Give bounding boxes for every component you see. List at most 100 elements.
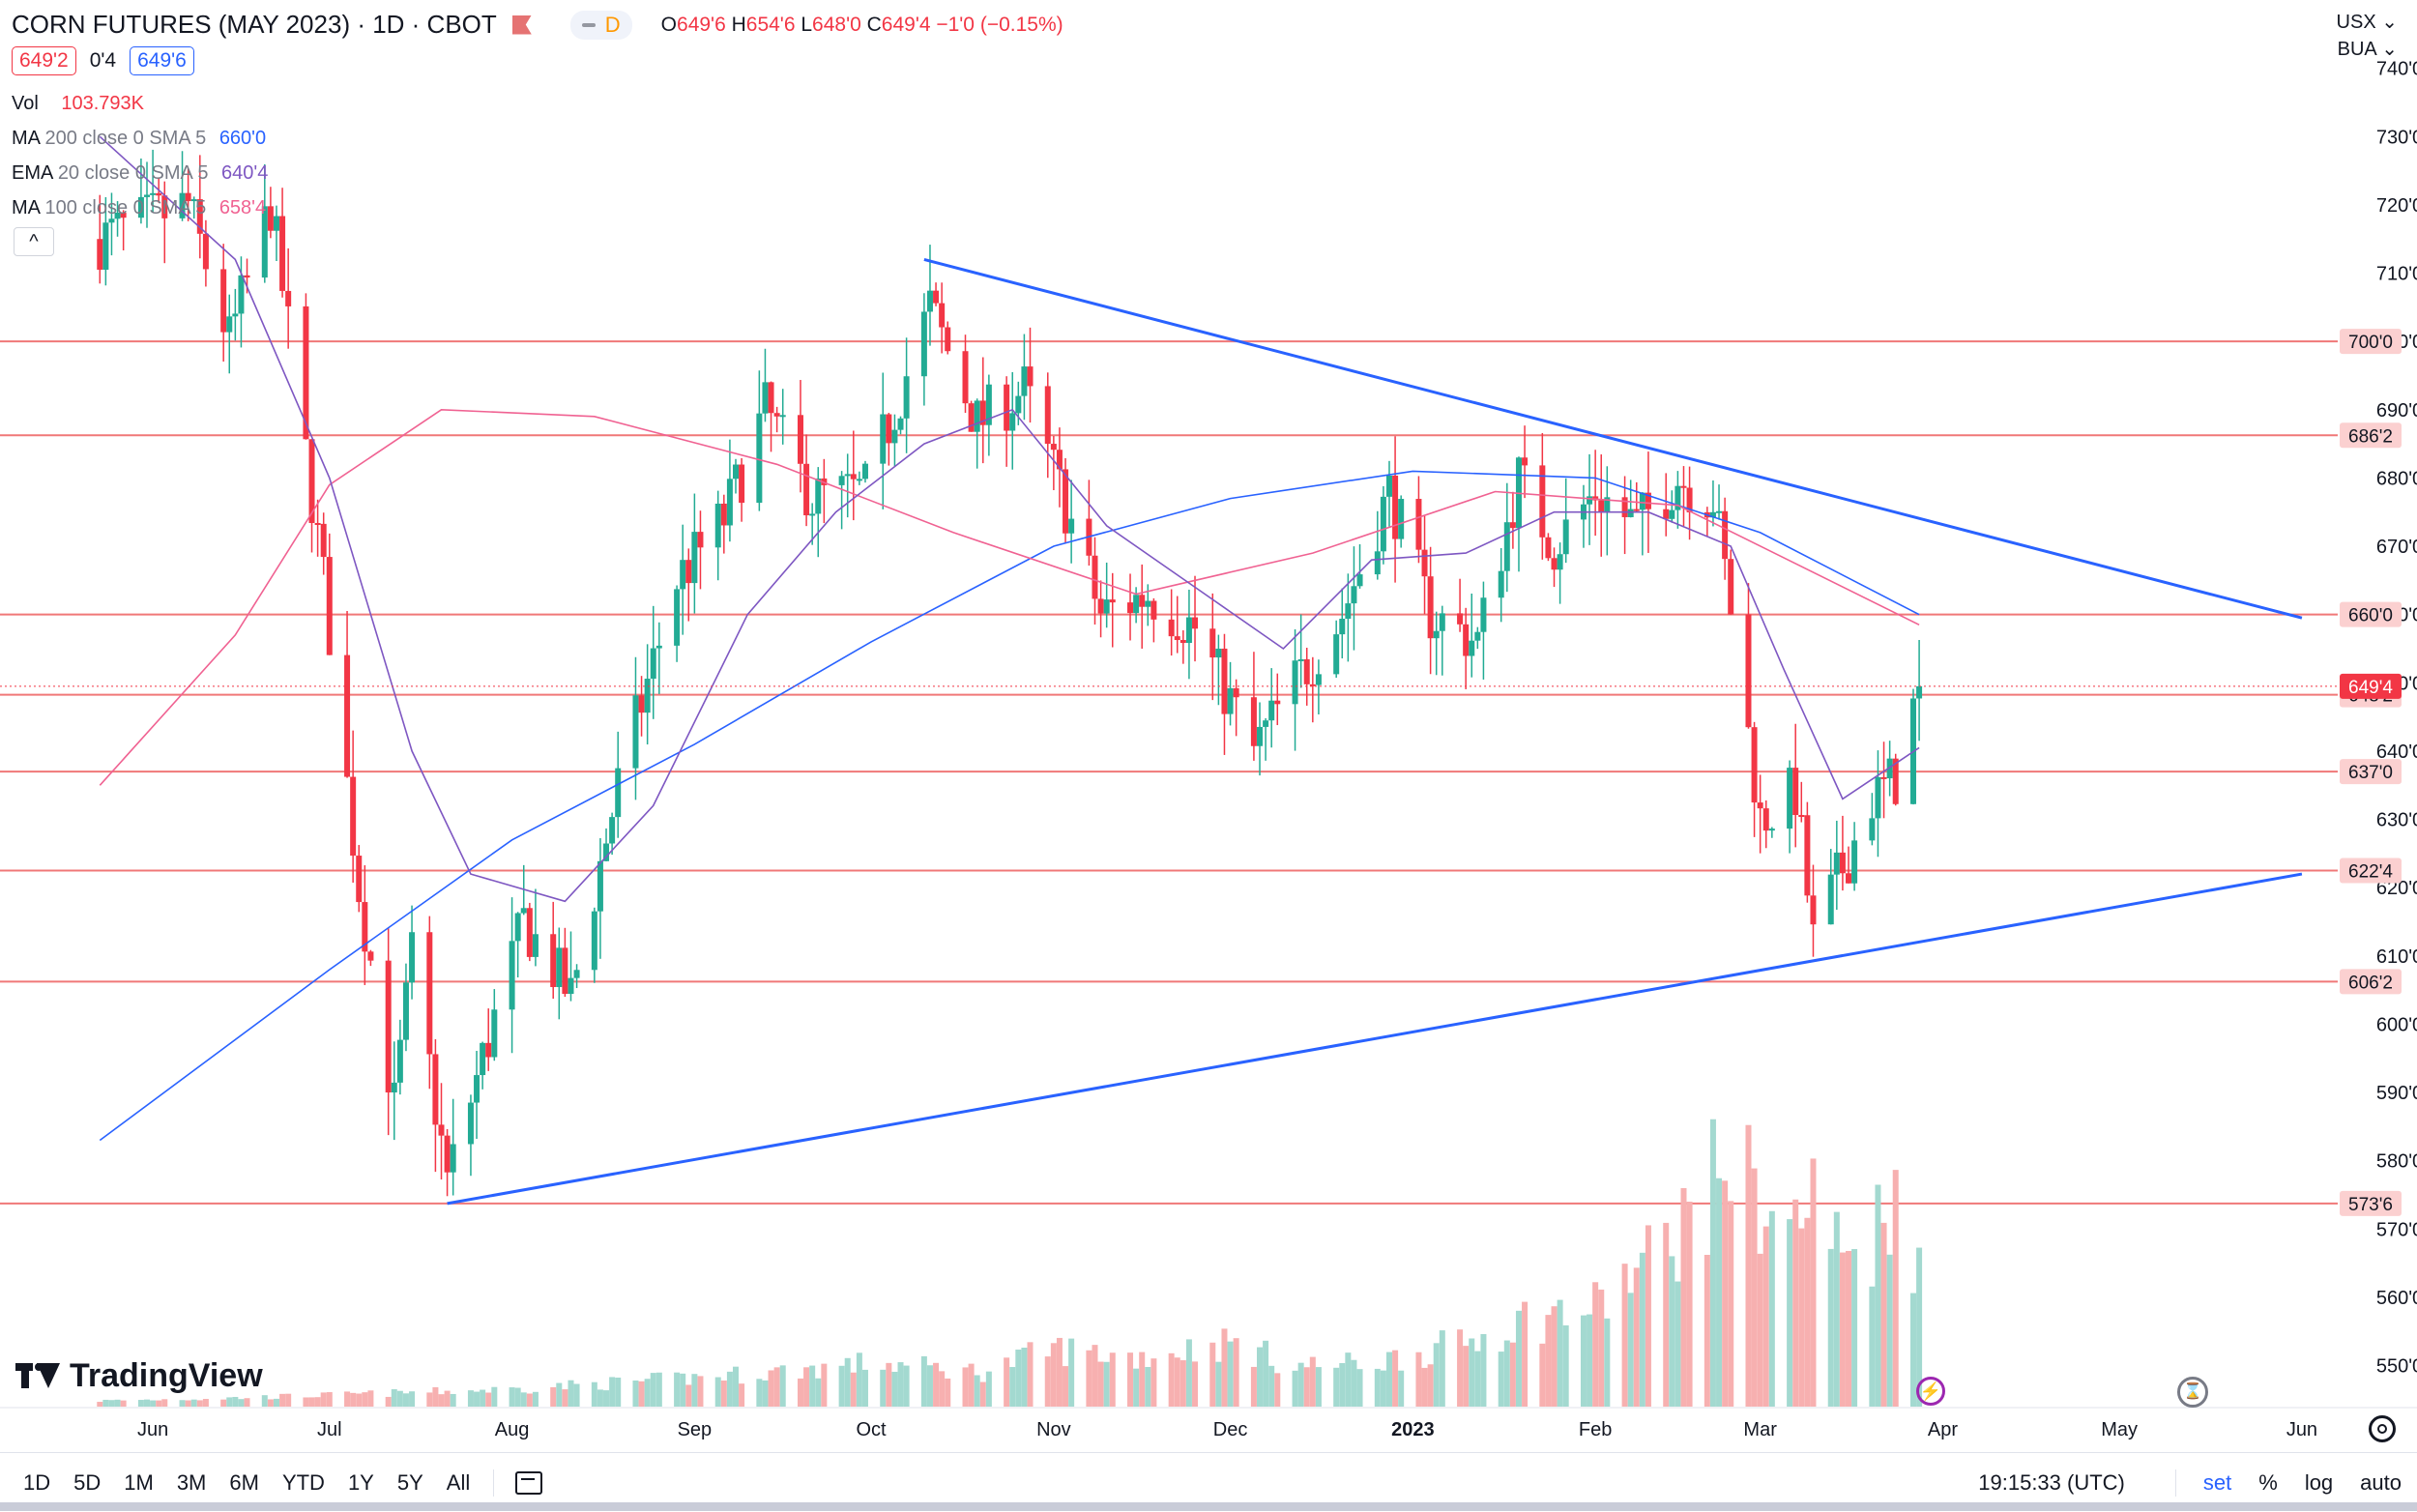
candle-body xyxy=(1463,624,1470,656)
candle-body xyxy=(1633,509,1640,511)
candle-body xyxy=(1433,630,1440,639)
candle-body xyxy=(1539,465,1546,538)
candle-body xyxy=(1869,818,1876,841)
timeframe-1m[interactable]: 1M xyxy=(124,1469,154,1495)
timeframe-3m[interactable]: 3M xyxy=(176,1469,207,1495)
candle-body xyxy=(1174,636,1180,641)
percent-scale-button[interactable]: % xyxy=(2258,1469,2278,1495)
indicator-ema20[interactable]: EMA 20 close 0 SMA 5 640'4 xyxy=(12,162,269,184)
unit-selector[interactable]: BUA ⌄ xyxy=(2337,39,2398,60)
settings-gear-icon[interactable] xyxy=(2369,1415,2396,1442)
candle-body xyxy=(1621,497,1628,517)
candle-body xyxy=(897,418,904,430)
candle-body xyxy=(1004,384,1010,431)
timeframe-ytd[interactable]: YTD xyxy=(281,1469,325,1495)
hourglass-icon[interactable]: ⌛ xyxy=(2177,1377,2208,1408)
volume-bar xyxy=(1097,1361,1104,1407)
symbol-title[interactable]: CORN FUTURES (MAY 2023) · 1D · CBOT xyxy=(12,10,497,39)
candle-body xyxy=(1021,366,1028,396)
ma200-line xyxy=(99,470,1920,1142)
candle-body xyxy=(1851,840,1858,884)
volume-bar xyxy=(444,1390,451,1407)
candle-body xyxy=(844,474,851,477)
volume-bar xyxy=(1103,1361,1110,1407)
level-label: 686'2 xyxy=(2348,426,2393,447)
volume-bar xyxy=(733,1366,739,1407)
candle-body xyxy=(815,478,822,514)
volume-bar xyxy=(1309,1356,1316,1407)
timeframe-5y[interactable]: 5Y xyxy=(396,1469,423,1495)
candle-body xyxy=(1056,450,1063,470)
timeframe-all[interactable]: All xyxy=(446,1469,471,1495)
volume-bar xyxy=(391,1389,397,1407)
volume-bar xyxy=(632,1381,639,1407)
candle-body xyxy=(779,415,786,418)
candle-body xyxy=(1686,487,1693,512)
candle-body xyxy=(650,648,656,680)
level-label: 573'6 xyxy=(2348,1195,2393,1215)
volume-bar xyxy=(550,1386,557,1407)
log-scale-button[interactable]: log xyxy=(2304,1469,2334,1495)
timeframe-6m[interactable]: 6M xyxy=(229,1469,259,1495)
timeframe-1d[interactable]: 1D xyxy=(23,1469,51,1495)
bid-price-button[interactable]: 649'2 xyxy=(12,46,76,75)
timeframe-5d[interactable]: 5D xyxy=(73,1469,102,1495)
volume-bar xyxy=(526,1393,533,1407)
volume-bar xyxy=(1092,1345,1098,1407)
candle-body xyxy=(1133,595,1140,614)
tradingview-logo[interactable]: TradingView xyxy=(15,1357,263,1395)
volume-bar xyxy=(1839,1252,1846,1407)
x-tick-label: Dec xyxy=(1213,1419,1248,1440)
volume-bar xyxy=(238,1399,245,1407)
candle-body xyxy=(238,275,245,314)
indicator-volume[interactable]: Vol 103.793K xyxy=(12,93,145,114)
candle-body xyxy=(685,560,692,584)
volume-bar xyxy=(1427,1364,1434,1407)
candle-body xyxy=(97,239,103,270)
volume-bar xyxy=(962,1367,969,1407)
x-tick-label: Feb xyxy=(1579,1419,1612,1440)
volume-bar xyxy=(1345,1352,1352,1407)
volume-bar xyxy=(1292,1370,1298,1407)
level-label-bg xyxy=(2340,329,2402,355)
level-label: 637'0 xyxy=(2348,763,2393,783)
candle-body xyxy=(1315,674,1322,685)
candle-body xyxy=(609,817,616,844)
volume-bar xyxy=(314,1397,321,1407)
candle-body xyxy=(1303,658,1310,684)
ask-price-button[interactable]: 649'6 xyxy=(130,46,194,75)
volume-bar xyxy=(1674,1281,1681,1407)
session-button[interactable]: set xyxy=(2202,1469,2232,1495)
volume-bar xyxy=(156,1400,162,1407)
clock-readout[interactable]: 19:15:33 (UTC) xyxy=(1978,1469,2125,1495)
volume-bar xyxy=(1633,1267,1640,1407)
window-edge xyxy=(0,1502,2417,1511)
lightning-icon[interactable]: ⚡ xyxy=(1916,1377,1945,1406)
indicator-ma100[interactable]: MA 100 close 0 SMA 5 658'4 xyxy=(12,197,267,218)
currency-selector[interactable]: USX ⌄ xyxy=(2336,12,2398,33)
volume-bar xyxy=(1339,1363,1346,1407)
volume-bar xyxy=(556,1382,563,1407)
y-tick-label: 580'0 xyxy=(2376,1151,2417,1173)
auto-scale-button[interactable]: auto xyxy=(2360,1469,2402,1495)
indicator-ma200[interactable]: MA 200 close 0 SMA 5 660'0 xyxy=(12,128,267,149)
candle-body xyxy=(797,415,803,464)
candle-body xyxy=(562,947,568,995)
price-chart[interactable]: 550'0 560'0 570'0 580'0 590'0 600'0 610'0 620'0… xyxy=(0,0,2417,1452)
candle-body xyxy=(402,982,409,1040)
flag-icon[interactable] xyxy=(511,15,532,35)
volume-bar xyxy=(655,1372,662,1407)
data-status-pill[interactable]: D xyxy=(569,10,632,40)
calendar-icon[interactable] xyxy=(515,1470,543,1495)
y-tick-label: 740'0 xyxy=(2376,59,2417,80)
x-tick-label: 2023 xyxy=(1391,1419,1435,1440)
candle-body xyxy=(1551,558,1558,570)
volume-bar xyxy=(1439,1330,1445,1407)
volume-bar xyxy=(1392,1350,1399,1407)
candle-body xyxy=(697,532,704,548)
collapse-indicators-button[interactable]: ^ xyxy=(14,227,54,256)
candle-body xyxy=(1333,634,1340,675)
timeframe-1y[interactable]: 1Y xyxy=(347,1469,374,1495)
candle-body xyxy=(1145,600,1151,607)
trendline xyxy=(923,257,2303,620)
